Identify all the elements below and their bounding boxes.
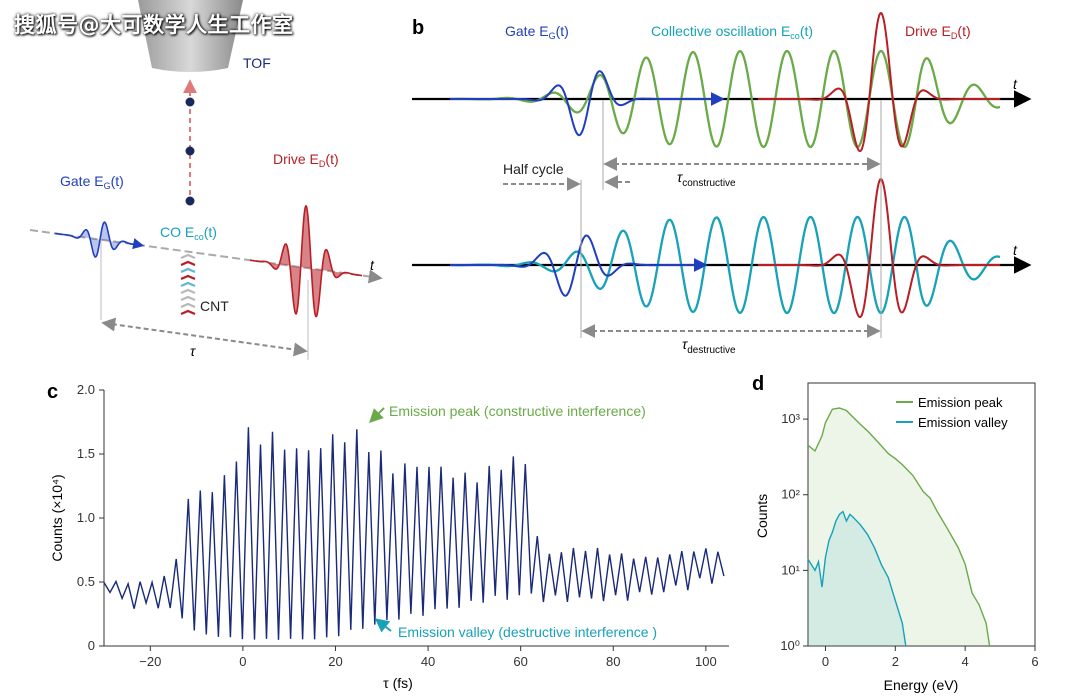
- legend-label-valley: Emission valley: [918, 415, 1008, 430]
- b-top-gate-wave: [450, 70, 725, 137]
- gate-pulse: [54, 221, 145, 258]
- tof-label: TOF: [243, 55, 271, 71]
- panel-c: c −20 0 20 40 60 80 100 0 0.5 1.0 1.5 2.0 τ (fs) Co…: [47, 381, 729, 691]
- watermark: 搜狐号@大可数学人生工作室: [14, 13, 294, 37]
- b-top-drive-wave: [758, 12, 1000, 153]
- tau-label: τ: [190, 343, 196, 359]
- b-co-label: Collective oscillation Eco(t): [651, 23, 813, 41]
- cnt-segment: [180, 281, 196, 288]
- d-ytick-label: 10¹: [781, 562, 800, 577]
- c-ylabel: Counts (×10⁴): [49, 474, 65, 561]
- c-series-line: [103, 427, 725, 640]
- d-xtick-label: 4: [962, 654, 969, 669]
- b-gate-label: Gate EG(t): [505, 23, 569, 41]
- cnt-segment: [180, 267, 196, 274]
- c-valley-annotation: Emission valley (destructive interferenc…: [398, 624, 657, 640]
- b-bottom-gate-wave: [450, 234, 708, 297]
- c-xtick-label: 60: [513, 654, 527, 669]
- tau-arrow: [101, 317, 308, 357]
- b-drive-label: Drive ED(t): [905, 23, 971, 41]
- d-plot-frame: [807, 382, 1036, 647]
- c-peak-annotation: Emission peak (constructive interference…: [389, 403, 646, 419]
- electron-dot: [185, 196, 195, 206]
- electron-dot: [185, 97, 195, 107]
- gate-pulse-fill: [55, 222, 142, 257]
- cnt-segment: [180, 288, 196, 295]
- d-ylabel: Counts: [754, 494, 770, 538]
- c-ytick-label: 1.0: [77, 510, 95, 525]
- electron-dot: [185, 146, 195, 156]
- d-peak-area: [808, 408, 990, 646]
- drive-label: Drive ED(t): [273, 151, 339, 169]
- c-peak-arrow: [369, 407, 385, 423]
- cnt-segment: [180, 253, 196, 260]
- c-xtick-label: 0: [239, 654, 246, 669]
- panel-a: TOF t Gate EG(t) Drive ED(t) CO Eco(t) C…: [29, 0, 383, 360]
- cnt-segment: [180, 302, 196, 309]
- panel-d: d 0 2 4 6 10⁰ 10¹ 10² 10³ Emission peak Emissio…: [752, 373, 1039, 693]
- d-xtick-label: 2: [892, 654, 899, 669]
- tau-destructive-label: τdestructive: [682, 336, 736, 356]
- d-ticks: 0 2 4 6 10⁰ 10¹ 10² 10³: [780, 411, 1038, 669]
- d-valley-line: [807, 510, 907, 647]
- c-xtick-label: 40: [421, 654, 435, 669]
- drive-pulse-fill: [250, 205, 362, 317]
- d-valley-area: [808, 511, 906, 646]
- cnt-segment: [180, 309, 196, 316]
- c-xtick-label: 80: [606, 654, 620, 669]
- panel-d-letter: d: [752, 373, 764, 395]
- half-cycle-label: Half cycle: [503, 161, 564, 177]
- cnt-segment: [180, 260, 196, 267]
- carbon-nanotube: [180, 253, 196, 316]
- legend-label-peak: Emission peak: [918, 395, 1003, 410]
- gate-label: Gate EG(t): [60, 173, 124, 191]
- c-ytick-label: 1.5: [77, 446, 95, 461]
- d-ytick-label: 10³: [781, 411, 800, 426]
- c-xtick-label: 100: [695, 654, 717, 669]
- b-bottom-t-label: t: [1013, 242, 1018, 258]
- d-xtick-label: 0: [822, 654, 829, 669]
- drive-pulse: [249, 204, 362, 318]
- d-ytick-label: 10²: [781, 487, 800, 502]
- b-top-co-wave: [450, 49, 1001, 149]
- b-bottom-drive-wave: [758, 178, 1000, 319]
- b-bottom-co-wave: [450, 215, 1001, 315]
- tau-constructive-label: τconstructive: [677, 169, 736, 189]
- c-xtick-label: −20: [139, 654, 161, 669]
- b-top-t-label: t: [1013, 76, 1018, 92]
- cnt-segment: [180, 295, 196, 302]
- co-label: CO Eco(t): [160, 224, 217, 242]
- c-valley-arrow: [374, 618, 392, 633]
- axis-t-label: t: [370, 257, 375, 273]
- c-xtick-label: 20: [328, 654, 342, 669]
- d-peak-line: [807, 407, 991, 647]
- cnt-label: CNT: [200, 298, 229, 314]
- c-ytick-label: 0.5: [77, 574, 95, 589]
- d-xlabel: Energy (eV): [884, 677, 959, 693]
- d-xtick-label: 6: [1031, 654, 1038, 669]
- c-ticks: −20 0 20 40 60 80 100 0 0.5 1.0 1.5 2.0: [77, 382, 717, 669]
- d-ytick-label: 10⁰: [780, 638, 800, 653]
- c-ytick-label: 0: [88, 638, 95, 653]
- c-ytick-label: 2.0: [77, 382, 95, 397]
- panel-c-letter: c: [47, 381, 58, 403]
- panel-b: b Gate EG(t) Collective oscillation Eco(…: [412, 12, 1032, 356]
- c-xlabel: τ (fs): [383, 675, 413, 691]
- cnt-segment: [180, 274, 196, 281]
- tof-detector: [138, 0, 243, 72]
- panel-b-letter: b: [412, 17, 424, 39]
